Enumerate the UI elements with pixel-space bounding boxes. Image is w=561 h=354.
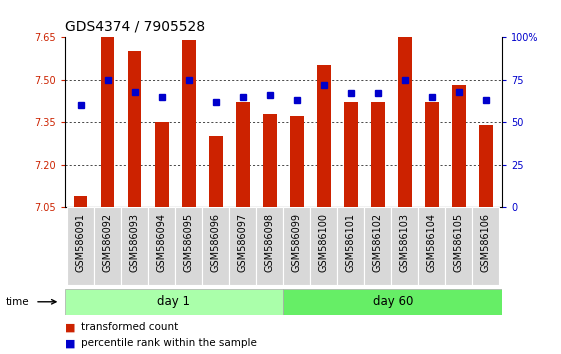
Text: ■: ■ <box>65 322 75 332</box>
Bar <box>425 102 439 207</box>
Bar <box>236 102 250 207</box>
FancyBboxPatch shape <box>445 207 472 285</box>
Text: time: time <box>6 297 29 307</box>
FancyBboxPatch shape <box>283 289 502 315</box>
FancyBboxPatch shape <box>472 207 499 285</box>
Text: GSM586095: GSM586095 <box>184 212 194 272</box>
Text: GSM586091: GSM586091 <box>76 212 86 272</box>
FancyBboxPatch shape <box>337 207 364 285</box>
Text: GSM586096: GSM586096 <box>211 212 221 272</box>
Text: GDS4374 / 7905528: GDS4374 / 7905528 <box>65 19 205 34</box>
Text: GSM586098: GSM586098 <box>265 212 275 272</box>
Text: GSM586099: GSM586099 <box>292 212 302 272</box>
Bar <box>128 51 141 207</box>
Bar <box>317 65 330 207</box>
FancyBboxPatch shape <box>203 207 229 285</box>
FancyBboxPatch shape <box>229 207 256 285</box>
Text: GSM586100: GSM586100 <box>319 212 329 272</box>
Bar <box>209 136 223 207</box>
FancyBboxPatch shape <box>283 207 310 285</box>
Text: GSM586101: GSM586101 <box>346 212 356 272</box>
Text: day 1: day 1 <box>158 295 190 308</box>
Bar <box>290 116 304 207</box>
Text: day 60: day 60 <box>373 295 413 308</box>
FancyBboxPatch shape <box>175 207 203 285</box>
Text: transformed count: transformed count <box>81 322 178 332</box>
Bar <box>344 102 357 207</box>
Bar <box>479 125 493 207</box>
Bar <box>101 37 114 207</box>
FancyBboxPatch shape <box>121 207 148 285</box>
Bar <box>155 122 168 207</box>
Text: GSM586106: GSM586106 <box>481 212 491 272</box>
Bar <box>182 40 196 207</box>
Text: GSM586097: GSM586097 <box>238 212 248 272</box>
FancyBboxPatch shape <box>364 207 392 285</box>
FancyBboxPatch shape <box>392 207 419 285</box>
Bar <box>371 102 385 207</box>
Text: GSM586094: GSM586094 <box>157 212 167 272</box>
Text: ■: ■ <box>65 338 75 348</box>
Bar <box>263 114 277 207</box>
FancyBboxPatch shape <box>94 207 121 285</box>
FancyBboxPatch shape <box>148 207 175 285</box>
FancyBboxPatch shape <box>67 207 94 285</box>
FancyBboxPatch shape <box>256 207 283 285</box>
Text: GSM586092: GSM586092 <box>103 212 113 272</box>
FancyBboxPatch shape <box>310 207 337 285</box>
FancyBboxPatch shape <box>65 289 283 315</box>
Text: percentile rank within the sample: percentile rank within the sample <box>81 338 257 348</box>
Text: GSM586103: GSM586103 <box>400 212 410 272</box>
Text: GSM586102: GSM586102 <box>373 212 383 272</box>
Bar <box>74 196 88 207</box>
FancyBboxPatch shape <box>419 207 445 285</box>
Bar <box>398 37 412 207</box>
Bar <box>452 85 466 207</box>
Text: GSM586093: GSM586093 <box>130 212 140 272</box>
Text: GSM586104: GSM586104 <box>427 212 437 272</box>
Text: GSM586105: GSM586105 <box>454 212 464 272</box>
